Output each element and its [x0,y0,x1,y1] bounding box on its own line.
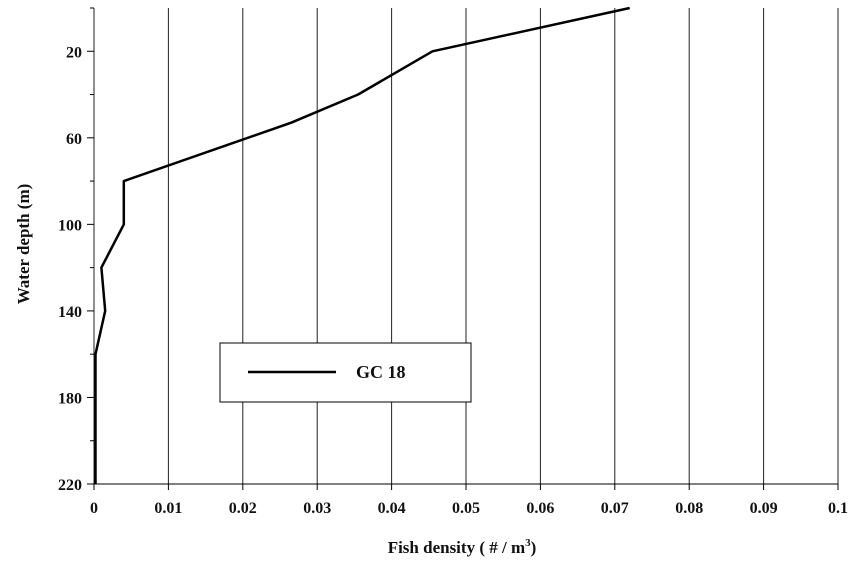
x-tick-label-3: 0.03 [303,500,331,517]
series-line-0 [94,6,630,484]
y-tick-label-2: 100 [58,217,82,234]
x-tick-label-0: 0 [90,500,98,517]
legend-box [219,342,472,403]
x-tick-label-8: 0.08 [675,500,703,517]
x-tick-label-6: 0.06 [526,500,554,517]
x-tick-label-5: 0.05 [452,500,480,517]
y-tick-label-0: 20 [66,44,82,61]
legend-label-gc-18: GC 18 [356,362,406,382]
y-tick-label-4: 180 [58,390,82,407]
x-tick-label-7: 0.07 [601,500,629,517]
x-tick-label-10: 0.1 [828,500,848,517]
legend: GC 18 [219,342,472,403]
y-tick-label-5: 220 [58,477,82,494]
y-tick-label-1: 60 [66,131,82,148]
x-tick-label-2: 0.02 [229,500,257,517]
x-tick-labels: 0 0.01 0.02 0.03 0.04 0.05 0.06 0.07 0.08 0.09 0.1 [90,500,848,517]
x-tick-label-1: 0.01 [154,500,182,517]
x-axis-title-tail: ) [531,538,537,557]
y-tick-labels: 20 60 100 140 180 220 [58,44,82,494]
y-axis-title: Water depth (m) [14,184,33,305]
grid-lines [93,8,839,484]
x-axis-title: Fish density ( # / m3) [388,537,537,557]
y-tick-label-3: 140 [58,304,82,321]
x-tick-label-4: 0.04 [378,500,406,517]
axes [87,7,839,490]
series-layer [94,6,630,484]
x-axis-title-superscript: 3 [525,537,531,549]
x-axis-title-main: Fish density ( # / m [388,538,525,557]
x-tick-label-9: 0.09 [750,500,778,517]
